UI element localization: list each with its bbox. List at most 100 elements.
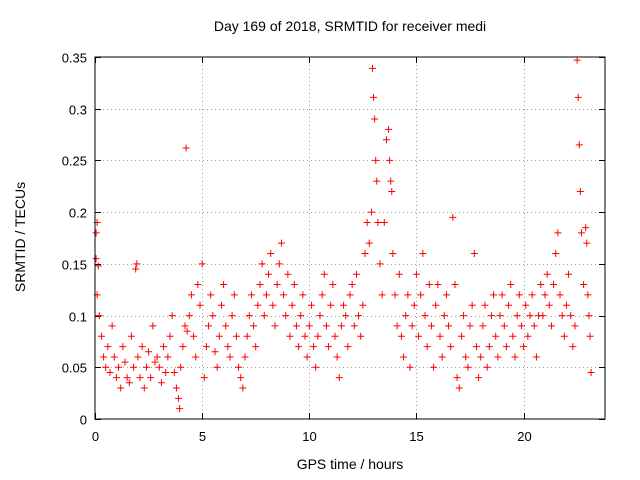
- data-point: [198, 260, 206, 268]
- data-point: [574, 93, 582, 101]
- data-point: [205, 322, 213, 330]
- data-point: [348, 281, 356, 289]
- data-point: [573, 56, 581, 64]
- data-point: [451, 281, 459, 289]
- data-point: [543, 270, 551, 278]
- data-point: [277, 239, 285, 247]
- data-point: [333, 353, 341, 361]
- data-point: [160, 343, 168, 351]
- data-point: [462, 353, 470, 361]
- data-point: [247, 291, 255, 299]
- data-point: [387, 177, 395, 185]
- data-point: [400, 353, 408, 361]
- data-point: [190, 332, 198, 340]
- data-point: [182, 144, 190, 152]
- data-point: [220, 281, 228, 289]
- data-point: [138, 343, 146, 351]
- data-point: [327, 301, 335, 309]
- data-point: [373, 177, 381, 185]
- data-point: [117, 384, 125, 392]
- data-point: [102, 363, 110, 371]
- data-point: [100, 353, 108, 361]
- data-point: [196, 301, 204, 309]
- data-point: [194, 281, 202, 289]
- data-point: [185, 312, 193, 320]
- data-point: [318, 291, 326, 299]
- data-point: [494, 353, 502, 361]
- data-point: [421, 312, 429, 320]
- data-point: [104, 343, 112, 351]
- data-point: [432, 301, 440, 309]
- data-point: [350, 322, 358, 330]
- data-point: [460, 312, 468, 320]
- data-point: [567, 312, 575, 320]
- data-point: [389, 250, 397, 258]
- data-point: [388, 187, 396, 195]
- axis-ticks: 0 0.05 0.1 0.15 0.2 0.25 0.3 0.35 0 5 10 15 20: [62, 51, 605, 444]
- data-point: [577, 229, 585, 237]
- data-point: [164, 353, 172, 361]
- data-point: [136, 374, 144, 382]
- data-point: [297, 312, 305, 320]
- data-point: [582, 224, 590, 232]
- data-point: [468, 301, 476, 309]
- data-point: [580, 281, 588, 289]
- x-tick-label: 10: [302, 429, 316, 444]
- data-point: [301, 332, 309, 340]
- data-point: [370, 93, 378, 101]
- data-point: [434, 281, 442, 289]
- data-point: [472, 343, 480, 351]
- data-point: [558, 312, 566, 320]
- data-point: [455, 384, 463, 392]
- data-point: [260, 312, 268, 320]
- data-point: [162, 368, 170, 376]
- data-point: [481, 301, 489, 309]
- data-point: [243, 332, 251, 340]
- data-points: [92, 56, 595, 413]
- data-point: [175, 394, 183, 402]
- data-point: [587, 368, 595, 376]
- data-point: [250, 322, 258, 330]
- data-point: [367, 208, 375, 216]
- data-point: [425, 281, 433, 289]
- data-point: [359, 301, 367, 309]
- data-point: [575, 141, 583, 149]
- data-point: [464, 363, 472, 371]
- data-point: [457, 332, 465, 340]
- data-point: [108, 322, 116, 330]
- data-point: [123, 374, 131, 382]
- data-point: [537, 281, 545, 289]
- data-point: [520, 343, 528, 351]
- data-point: [292, 322, 300, 330]
- x-axis-label: GPS time / hours: [296, 456, 404, 472]
- data-point: [310, 343, 318, 351]
- data-point: [181, 322, 189, 330]
- data-point: [305, 322, 313, 330]
- data-point: [153, 353, 161, 361]
- data-point: [177, 363, 185, 371]
- data-point: [127, 332, 135, 340]
- data-point: [273, 281, 281, 289]
- y-tick-label: 0: [80, 413, 87, 428]
- data-point: [134, 353, 142, 361]
- data-point: [142, 363, 150, 371]
- data-point: [235, 363, 243, 371]
- data-point: [466, 322, 474, 330]
- data-point: [288, 301, 296, 309]
- data-point: [97, 332, 105, 340]
- data-point: [267, 250, 275, 258]
- data-point: [245, 312, 253, 320]
- data-point: [329, 281, 337, 289]
- data-point: [430, 363, 438, 371]
- data-point: [369, 64, 376, 72]
- data-point: [584, 291, 592, 299]
- data-point: [445, 322, 453, 330]
- data-point: [133, 260, 141, 268]
- data-point: [404, 291, 412, 299]
- data-point: [344, 343, 352, 351]
- data-point: [314, 332, 322, 340]
- data-point: [316, 312, 324, 320]
- data-point: [357, 332, 365, 340]
- data-point: [479, 322, 487, 330]
